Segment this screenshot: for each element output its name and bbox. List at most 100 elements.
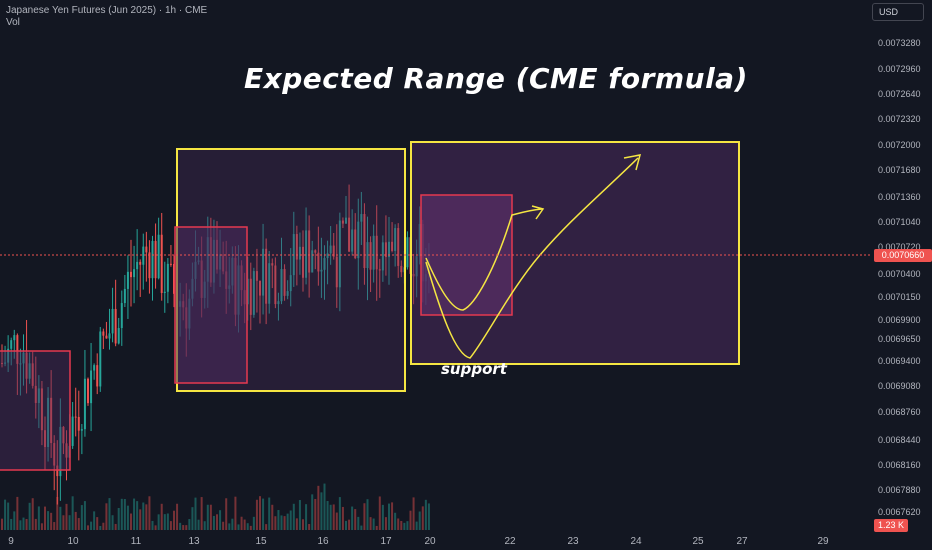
volume-bar: [83, 501, 86, 530]
volume-bar: [388, 503, 390, 530]
volume-bar: [262, 498, 265, 530]
time-tick-label: 22: [504, 536, 516, 547]
volume-bar: [185, 525, 188, 530]
volume-bar: [154, 525, 157, 530]
volume-bar: [246, 523, 249, 530]
volume-bar: [295, 518, 298, 530]
price-axis: 0.0073280 0.0072960 0.0072640 0.0072320 0.00…: [878, 38, 921, 517]
volume-bar: [157, 514, 160, 530]
volume-bar: [400, 520, 403, 530]
volume-bar: [243, 519, 246, 530]
volume-bar: [74, 511, 77, 530]
volume-bar: [130, 513, 132, 530]
candle-body: [169, 263, 172, 265]
volume-bar: [228, 523, 231, 530]
candle-body: [375, 235, 378, 270]
volume-bar: [77, 518, 80, 530]
time-tick-label: 9: [8, 536, 14, 547]
candle-body: [62, 426, 65, 444]
price-tick-label: 0.0071680: [878, 165, 921, 175]
volume-label[interactable]: Vol: [6, 17, 20, 28]
volume-bar: [363, 503, 366, 530]
price-tick-label: 0.0072000: [878, 140, 921, 150]
candle-body: [314, 250, 317, 253]
volume-bar: [302, 519, 304, 530]
volume-bar: [105, 503, 108, 530]
volume-bar: [283, 516, 286, 530]
volume-bar: [102, 522, 105, 530]
candle-body: [117, 328, 120, 344]
volume-bar: [206, 504, 209, 530]
time-tick-label: 20: [424, 536, 436, 547]
volume-bar: [335, 512, 338, 530]
volume-bar: [71, 496, 74, 530]
candle-body: [157, 234, 160, 279]
price-tick-label: 0.0070150: [878, 292, 921, 302]
candle-body: [280, 269, 283, 302]
candle-body: [31, 363, 34, 386]
candle-body: [40, 388, 43, 431]
price-tick-label: 0.0071360: [878, 192, 921, 202]
volume-bar: [351, 506, 354, 530]
volume-bar: [225, 498, 228, 530]
volume-bar: [394, 512, 397, 530]
volume-bar: [96, 517, 99, 530]
chart-annotation-title: Expected Range (CME formula): [244, 62, 748, 95]
candle-body: [265, 248, 268, 304]
currency-button[interactable]: USD: [872, 3, 924, 21]
volume-bar: [252, 516, 255, 530]
volume-bar: [68, 515, 71, 530]
price-tick-label: 0.0068440: [878, 435, 921, 445]
candle-body: [295, 234, 298, 260]
volume-bar: [176, 503, 179, 530]
candle-body: [163, 291, 166, 293]
volume-bar: [139, 509, 142, 530]
candle-body: [394, 228, 397, 251]
volume-bar: [259, 496, 261, 530]
price-tick-label: 0.0070720: [878, 242, 921, 252]
symbol-title[interactable]: Japanese Yen Futures (Jun 2025) · 1h · C…: [6, 5, 208, 16]
volume-bar: [34, 518, 37, 530]
volume-bar: [173, 510, 175, 530]
candle-body: [329, 245, 332, 254]
candle-body: [308, 230, 311, 273]
volume-bar: [166, 513, 169, 530]
volume-bar: [7, 502, 10, 530]
price-tick-label: 0.0072640: [878, 89, 921, 99]
volume-bar: [65, 503, 68, 530]
candle-body: [286, 291, 289, 296]
volume-bar: [120, 498, 123, 530]
candle-body: [249, 278, 252, 315]
candle-body: [154, 240, 157, 279]
candle-body: [139, 261, 142, 265]
volume-bar: [345, 520, 347, 530]
volume-bar: [348, 519, 351, 530]
candle-body: [335, 256, 338, 288]
chart-legend: Japanese Yen Futures (Jun 2025) · 1h · C…: [6, 5, 207, 29]
volume-bar: [114, 523, 117, 530]
volume-bar: [323, 483, 326, 530]
candle-body: [133, 269, 136, 278]
candle-body: [102, 331, 105, 336]
candle-body: [1, 362, 3, 364]
candle-body: [108, 333, 111, 339]
candle-body: [369, 242, 372, 270]
candle-body: [83, 378, 86, 430]
volume-bar: [424, 499, 427, 530]
candle-body: [173, 263, 175, 294]
candle-body: [360, 214, 363, 222]
candle-body: [80, 429, 83, 431]
volume-bar: [1, 518, 3, 530]
volume-bar: [292, 503, 295, 530]
volume-bar: [280, 515, 283, 530]
volume-bar: [375, 525, 378, 530]
volume-bar: [209, 504, 212, 530]
volume-bar: [108, 498, 111, 530]
volume-bar: [169, 521, 172, 530]
candle-body: [25, 352, 28, 379]
volume-bar: [403, 522, 406, 530]
price-tick-label: 0.0068760: [878, 407, 921, 417]
candle-body: [345, 217, 347, 224]
volume-bar: [191, 507, 194, 530]
